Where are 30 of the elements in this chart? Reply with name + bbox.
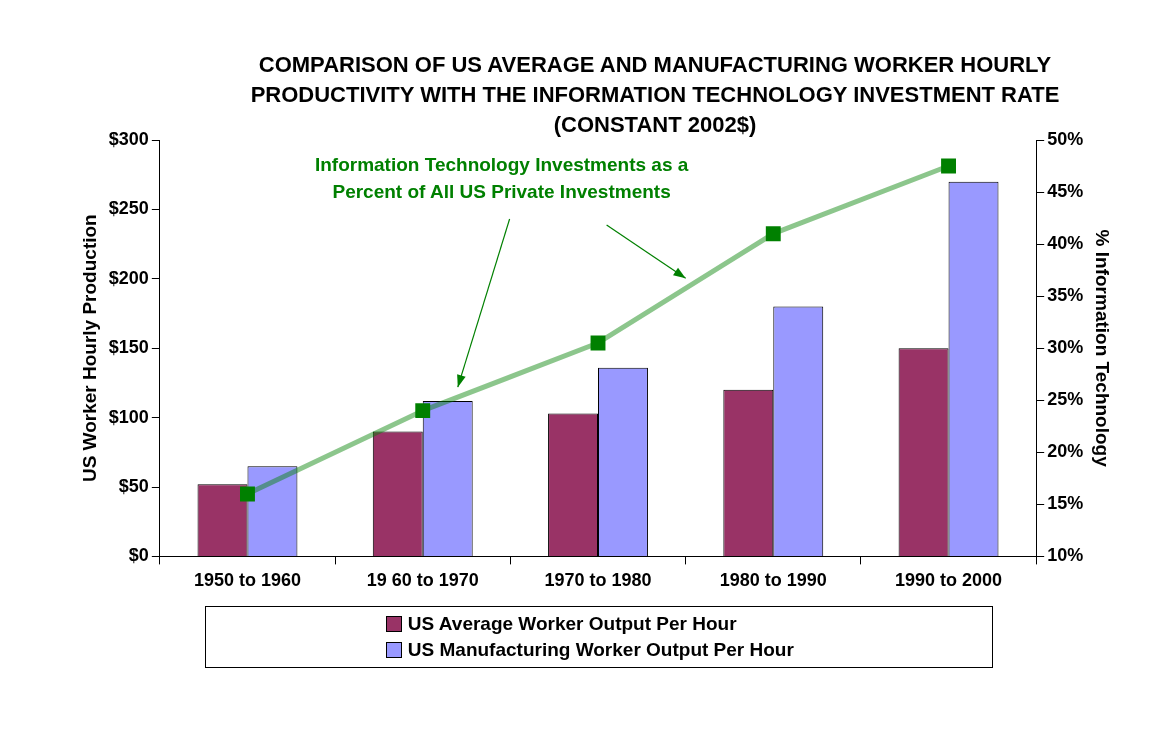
y-axis-title: US Worker Hourly Production [78,214,100,483]
x-tick-label: 19 60 to 1970 [366,570,479,591]
y2-tick-label: 30% [1047,337,1084,358]
y-tick-label: $100 [108,406,149,427]
annotation: Information Technology Investments as a Percent of All US Private Investments [314,154,689,203]
y-tick-label: $50 [118,475,149,496]
y-tick-label: $250 [108,198,149,219]
x-tick-label: 1990 to 2000 [895,570,1003,591]
y2-tick-label: 15% [1047,493,1084,514]
point [941,158,956,174]
legend-label: US Manufacturing Worker Output Per Hour [407,639,794,662]
point [765,226,781,242]
point [590,335,606,351]
y2-axis-title: % Information Technology [1092,229,1114,468]
legend-label: US Average Worker Output Per Hour [407,613,737,636]
x-tick-label: 1980 to 1990 [719,570,827,591]
y-tick-label: $0 [128,545,149,566]
point [240,486,255,502]
y2-tick-label: 20% [1047,441,1084,462]
y-tick-label: $200 [108,267,149,288]
x-tick-label: 1970 to 1980 [544,570,652,591]
y2-tick-label: 40% [1047,233,1084,254]
y-tick-label: $300 [108,128,149,149]
point [415,403,431,419]
x-tick-label: 1950 to 1960 [193,570,302,591]
y2-tick-label: 10% [1047,545,1084,566]
y2-tick-label: 45% [1047,181,1084,202]
y-tick-label: $150 [108,337,149,358]
y2-tick-label: 25% [1047,389,1084,410]
y2-tick-label: 35% [1047,285,1084,306]
